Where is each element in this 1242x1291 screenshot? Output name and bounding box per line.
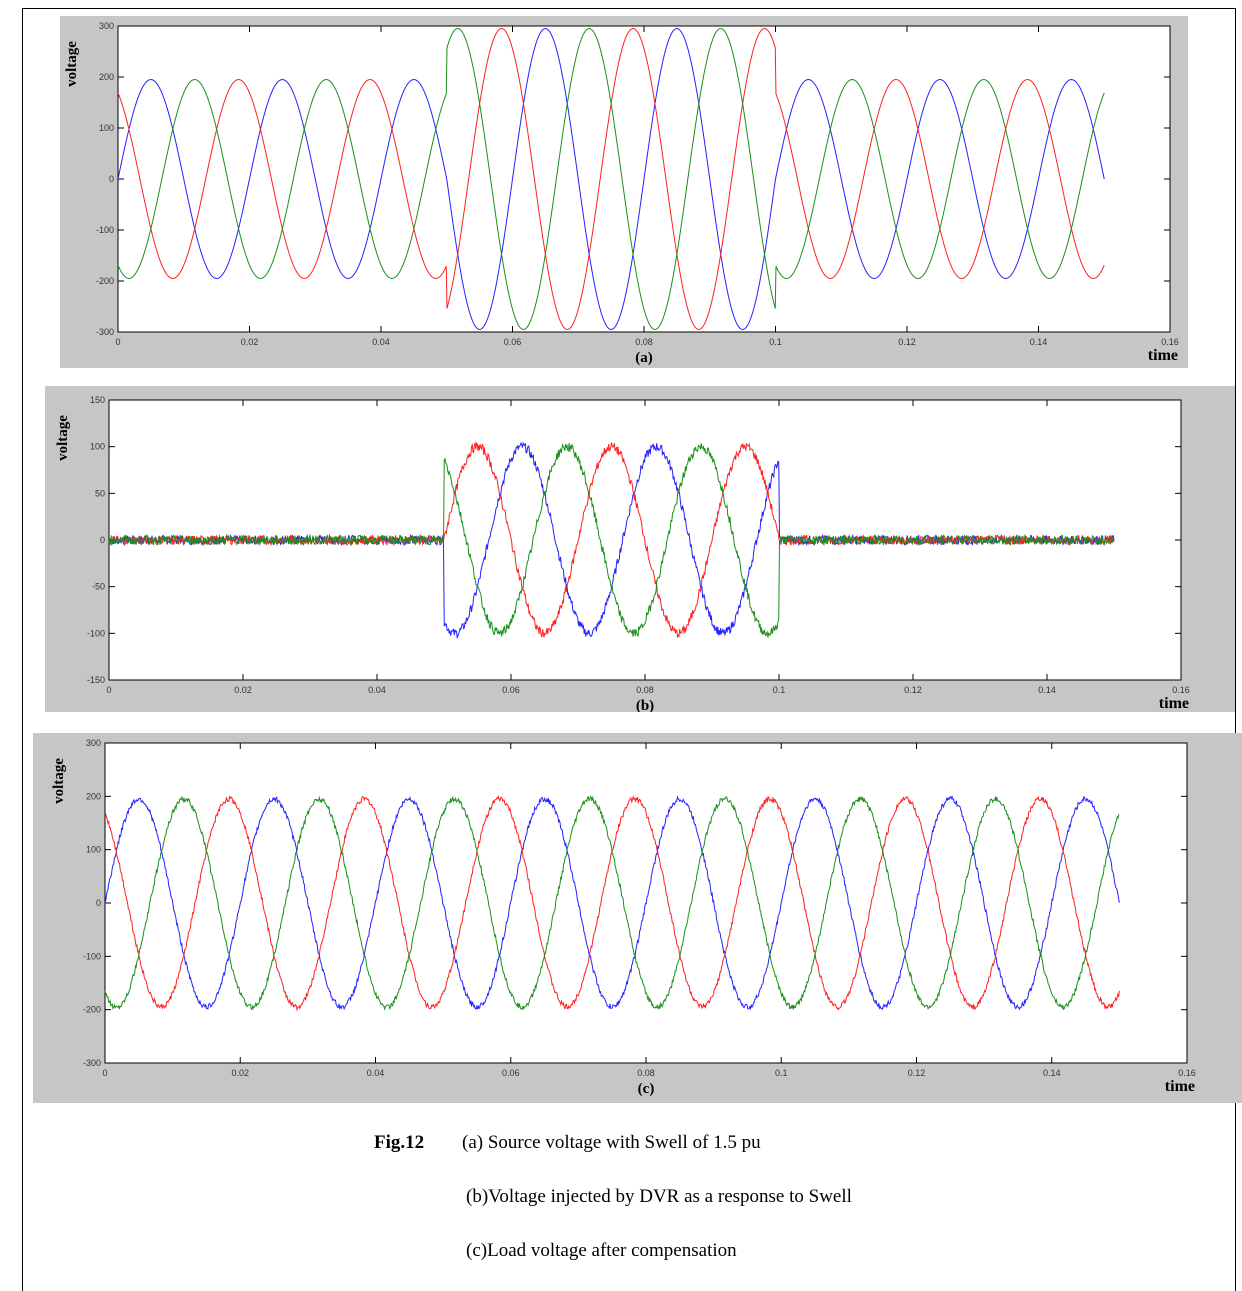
y-tick-label: 300: [86, 738, 101, 748]
y-tick-label: -300: [96, 327, 114, 337]
x-tick-label: 0.12: [898, 337, 916, 347]
y-axis-label: voltage: [55, 415, 71, 461]
x-tick-label: 0.1: [769, 337, 782, 347]
panel-label: (b): [636, 698, 654, 712]
x-tick-label: 0.14: [1038, 685, 1056, 695]
series-line-3: [117, 28, 1105, 330]
y-tick-label: 0: [96, 898, 101, 908]
x-tick-label: 0.1: [775, 1068, 788, 1078]
series-line-3: [104, 795, 1120, 1011]
x-tick-label: 0.02: [241, 337, 259, 347]
chart-panel-b: 0 0.02 0.04 0.06 0.08 0.1 0.12 0.14 0.16 -150 -100…: [45, 386, 1235, 712]
y-tick-label: 200: [99, 72, 114, 82]
y-tick-label: 0: [100, 535, 105, 545]
x-tick-label: 0.02: [234, 685, 252, 695]
caption-b: (b)Voltage injected by DVR as a response…: [466, 1186, 852, 1207]
x-axis-label: time: [1165, 1078, 1195, 1095]
x-tick-label: 0.06: [504, 337, 522, 347]
y-tick-label: -200: [83, 1005, 101, 1015]
x-axis-label: time: [1148, 347, 1178, 364]
y-tick-label: 150: [90, 395, 105, 405]
x-tick-label: 0.1: [773, 685, 786, 695]
x-tick-label: 0.04: [368, 685, 386, 695]
series-line-1: [117, 28, 1105, 330]
chart-panel-c: 0 0.02 0.04 0.06 0.08 0.1 0.12 0.14 0.16 -300 -200…: [33, 733, 1242, 1103]
y-tick-label: -100: [96, 225, 114, 235]
y-tick-label: -50: [92, 582, 105, 592]
figure-label: Fig.12: [374, 1132, 425, 1153]
x-tick-label: 0.14: [1030, 337, 1048, 347]
x-tick-label: 0.06: [502, 1068, 520, 1078]
y-tick-label: -200: [96, 276, 114, 286]
chart-b: 0 0.02 0.04 0.06 0.08 0.1 0.12 0.14 0.16 -150 -100…: [55, 395, 1190, 712]
y-tick-label: 0: [109, 174, 114, 184]
y-tick-label: -100: [83, 951, 101, 961]
x-tick-label: 0.16: [1178, 1068, 1196, 1078]
chart-c: 0 0.02 0.04 0.06 0.08 0.1 0.12 0.14 0.16 -300 -200…: [51, 738, 1196, 1097]
y-tick-label: 100: [90, 442, 105, 452]
x-tick-label: 0.02: [231, 1068, 249, 1078]
x-tick-label: 0.06: [502, 685, 520, 695]
y-tick-label: -100: [87, 628, 105, 638]
panel-label: (a): [635, 350, 653, 366]
x-tick-label: 0: [102, 1068, 107, 1078]
x-tick-label: 0.12: [908, 1068, 926, 1078]
caption-a: (a) Source voltage with Swell of 1.5 pu: [462, 1132, 761, 1153]
series-line-1: [104, 795, 1120, 1011]
x-tick-label: 0.04: [372, 337, 390, 347]
x-tick-label: 0.08: [636, 685, 654, 695]
x-tick-label: 0.08: [635, 337, 653, 347]
y-tick-label: -150: [87, 675, 105, 685]
y-axis-label: voltage: [64, 41, 80, 87]
figure-frame: [22, 8, 1236, 1291]
x-tick-label: 0.14: [1043, 1068, 1061, 1078]
x-tick-label: 0.08: [637, 1068, 655, 1078]
series-line-3: [108, 442, 1115, 638]
caption-c: (c)Load voltage after compensation: [466, 1240, 737, 1261]
x-tick-label: 0.16: [1172, 685, 1190, 695]
y-tick-label: 100: [86, 845, 101, 855]
x-tick-label: 0.04: [367, 1068, 385, 1078]
y-tick-label: 50: [95, 488, 105, 498]
x-tick-label: 0: [106, 685, 111, 695]
y-tick-label: -300: [83, 1058, 101, 1068]
y-axis-label: voltage: [51, 758, 67, 804]
x-tick-label: 0: [115, 337, 120, 347]
x-tick-label: 0.12: [904, 685, 922, 695]
chart-a: 0 0.02 0.04 0.06 0.08 0.1 0.12 0.14 0.16 -300 -200…: [64, 21, 1179, 366]
y-tick-label: 100: [99, 123, 114, 133]
panel-label: (c): [638, 1081, 655, 1097]
y-tick-label: 200: [86, 791, 101, 801]
x-axis-label: time: [1159, 695, 1189, 712]
chart-panel-a: 0 0.02 0.04 0.06 0.08 0.1 0.12 0.14 0.16 -300 -200…: [60, 16, 1188, 368]
x-tick-label: 0.16: [1161, 337, 1179, 347]
y-tick-label: 300: [99, 21, 114, 31]
